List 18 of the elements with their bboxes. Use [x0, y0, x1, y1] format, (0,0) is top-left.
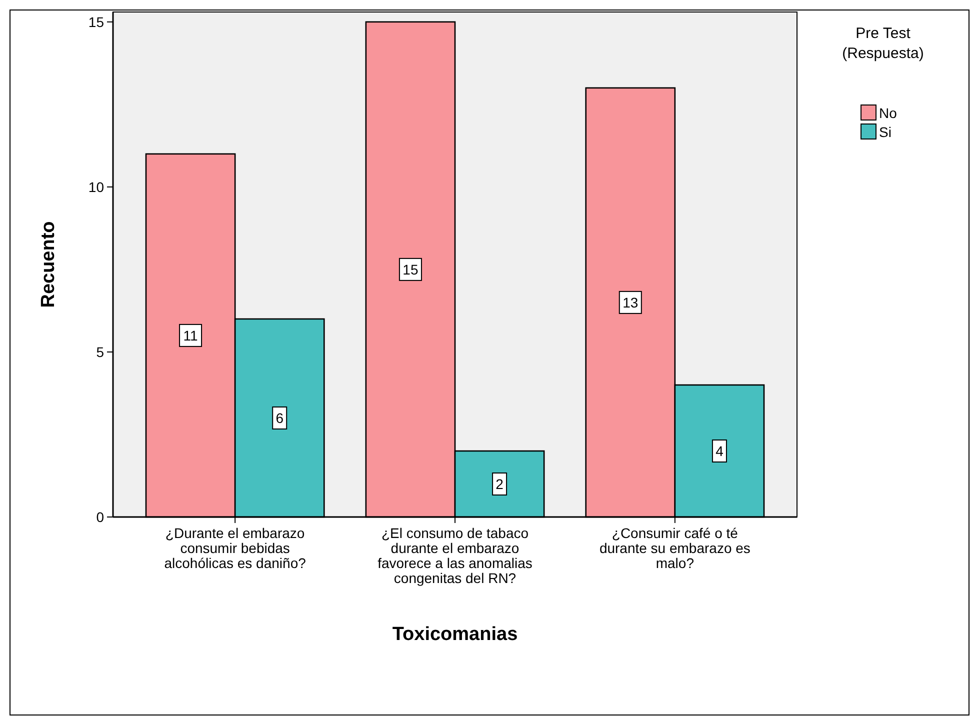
y-tick-label: 15 [88, 14, 104, 30]
x-tick-label: ¿Consumir café o té durante su embarazo es malo? [599, 525, 750, 571]
y-tick-label: 10 [88, 178, 104, 195]
legend-label: Si [879, 124, 892, 140]
x-axis-title: Toxicomanias [392, 624, 518, 645]
y-tick-label: 0 [96, 509, 104, 525]
data-label: 4 [716, 442, 724, 459]
data-label: 2 [496, 476, 504, 492]
data-label: 6 [276, 410, 284, 426]
x-tick-label: ¿El consumo de tabaco durante el embarazo favorece a las anomalias congenitas del RN? [378, 525, 532, 586]
data-label: 13 [622, 294, 638, 310]
x-tick-label: ¿Durante el embarazo consumir bebidas alcohólicas es daniño? [164, 525, 306, 571]
legend-label: No [879, 105, 898, 121]
legend-title: Pre Test (Respuesta) [842, 25, 924, 62]
data-label: 15 [402, 261, 418, 278]
y-tick-label: 5 [96, 344, 104, 360]
y-axis-title: Recuento [38, 221, 59, 308]
data-label: 11 [183, 327, 198, 344]
